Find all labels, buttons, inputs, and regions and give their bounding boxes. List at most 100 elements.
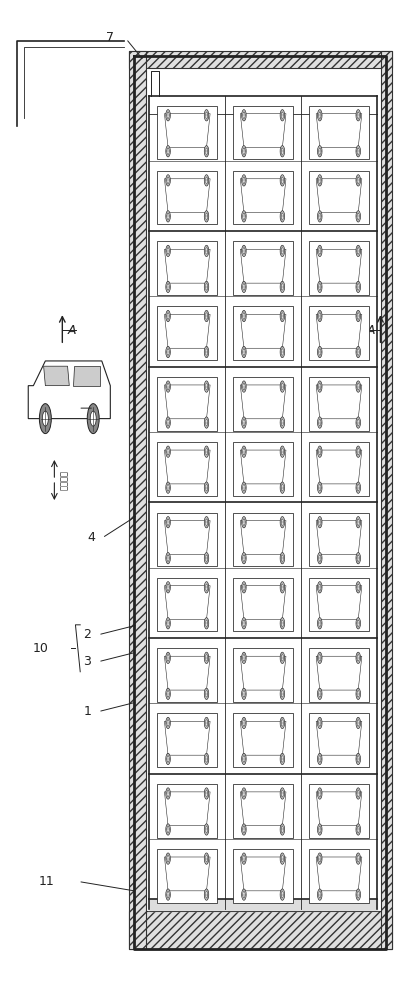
Circle shape: [243, 756, 245, 762]
Polygon shape: [157, 442, 217, 496]
Circle shape: [281, 213, 284, 219]
Circle shape: [243, 213, 245, 219]
Circle shape: [205, 449, 208, 455]
Circle shape: [204, 211, 209, 222]
Circle shape: [205, 248, 208, 254]
Circle shape: [166, 281, 170, 293]
Circle shape: [356, 753, 360, 765]
Text: A: A: [67, 324, 76, 337]
Circle shape: [167, 855, 169, 862]
Polygon shape: [233, 849, 293, 903]
Circle shape: [357, 826, 359, 833]
Polygon shape: [309, 241, 369, 295]
Circle shape: [318, 688, 322, 700]
Circle shape: [280, 175, 284, 186]
Circle shape: [280, 618, 284, 629]
Polygon shape: [233, 442, 293, 496]
Circle shape: [318, 349, 321, 355]
Circle shape: [357, 213, 359, 219]
Circle shape: [204, 110, 209, 121]
Circle shape: [204, 853, 209, 864]
Circle shape: [356, 824, 360, 835]
Circle shape: [167, 720, 169, 726]
Circle shape: [356, 717, 360, 729]
Polygon shape: [28, 361, 110, 419]
Circle shape: [90, 411, 96, 426]
Circle shape: [281, 855, 284, 862]
Circle shape: [243, 519, 245, 525]
Circle shape: [166, 346, 170, 358]
Circle shape: [318, 281, 322, 293]
Circle shape: [356, 245, 360, 257]
Text: 1: 1: [83, 705, 91, 718]
Circle shape: [318, 584, 321, 590]
Circle shape: [167, 620, 169, 626]
Circle shape: [242, 553, 246, 564]
Circle shape: [281, 248, 284, 254]
Circle shape: [243, 177, 245, 183]
Circle shape: [356, 582, 360, 593]
Circle shape: [318, 853, 322, 864]
Circle shape: [204, 652, 209, 664]
Circle shape: [357, 485, 359, 491]
Circle shape: [357, 584, 359, 590]
Circle shape: [281, 449, 284, 455]
Circle shape: [242, 281, 246, 293]
Circle shape: [205, 584, 208, 590]
Circle shape: [167, 112, 169, 118]
Circle shape: [318, 652, 322, 664]
Circle shape: [356, 346, 360, 358]
Circle shape: [280, 110, 284, 121]
Circle shape: [280, 517, 284, 528]
Circle shape: [243, 691, 245, 697]
Circle shape: [204, 146, 209, 157]
Circle shape: [357, 519, 359, 525]
Circle shape: [243, 449, 245, 455]
Circle shape: [356, 553, 360, 564]
Circle shape: [281, 720, 284, 726]
Circle shape: [281, 891, 284, 898]
Circle shape: [357, 383, 359, 390]
Circle shape: [280, 482, 284, 493]
Circle shape: [242, 417, 246, 428]
Circle shape: [356, 482, 360, 493]
Circle shape: [166, 175, 170, 186]
Circle shape: [280, 824, 284, 835]
Circle shape: [318, 148, 321, 154]
Circle shape: [318, 112, 321, 118]
Circle shape: [167, 383, 169, 390]
Text: 7: 7: [106, 31, 114, 44]
Circle shape: [280, 446, 284, 457]
Circle shape: [318, 284, 321, 290]
Circle shape: [357, 248, 359, 254]
Circle shape: [281, 419, 284, 426]
Circle shape: [357, 112, 359, 118]
Text: 10: 10: [32, 642, 48, 655]
Polygon shape: [309, 578, 369, 631]
Polygon shape: [129, 51, 391, 68]
Polygon shape: [129, 51, 146, 949]
Polygon shape: [233, 513, 293, 566]
Circle shape: [280, 146, 284, 157]
Circle shape: [204, 688, 209, 700]
Circle shape: [204, 310, 209, 322]
Circle shape: [280, 553, 284, 564]
Polygon shape: [157, 241, 217, 295]
Circle shape: [356, 889, 360, 900]
Circle shape: [204, 346, 209, 358]
Circle shape: [318, 855, 321, 862]
Circle shape: [242, 688, 246, 700]
Circle shape: [243, 891, 245, 898]
Circle shape: [166, 824, 170, 835]
Polygon shape: [157, 713, 217, 767]
Circle shape: [167, 419, 169, 426]
Circle shape: [280, 717, 284, 729]
Circle shape: [243, 620, 245, 626]
Circle shape: [357, 419, 359, 426]
Circle shape: [281, 655, 284, 661]
Polygon shape: [233, 578, 293, 631]
Circle shape: [318, 889, 322, 900]
Circle shape: [281, 112, 284, 118]
Circle shape: [318, 756, 321, 762]
Circle shape: [280, 582, 284, 593]
